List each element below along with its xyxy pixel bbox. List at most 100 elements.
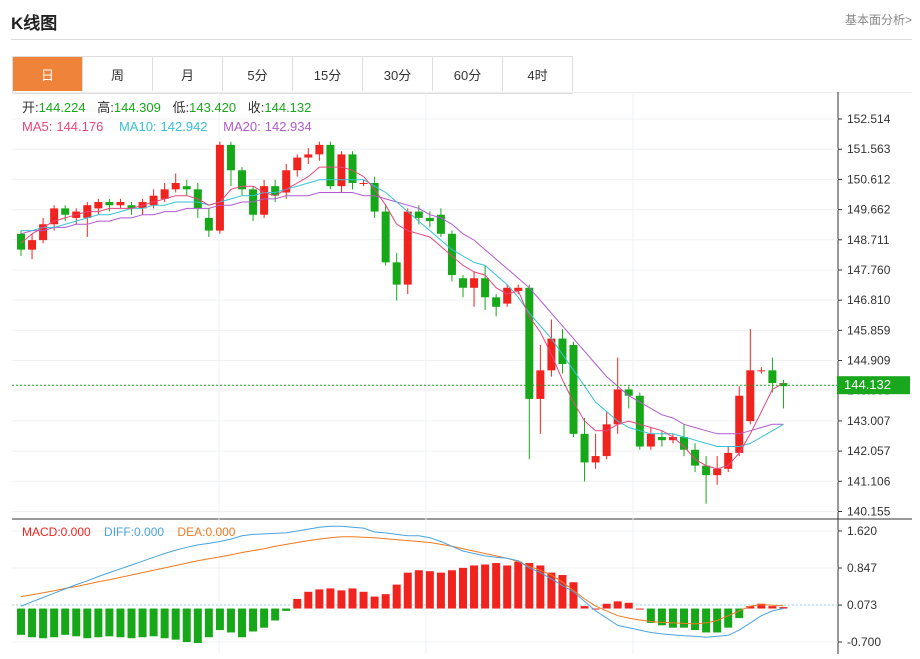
candle-body (260, 186, 269, 215)
candle-body (315, 144, 324, 155)
macd-bar (635, 608, 644, 610)
macd-bar (204, 608, 213, 638)
dea-line (20, 536, 784, 625)
price-tick-label: 142.057 (847, 444, 891, 458)
macd-tick-label: -0.700 (847, 635, 881, 649)
candle-body (271, 186, 280, 196)
ma20-line (20, 192, 784, 435)
macd-bar (127, 608, 136, 639)
candle-body (348, 154, 357, 183)
macd-bar (182, 608, 191, 643)
ma10-line (21, 179, 784, 447)
macd-bar (425, 571, 434, 609)
macd-bar (359, 591, 368, 609)
tab-day[interactable]: 日 (13, 57, 83, 91)
candle-body (481, 278, 490, 298)
price-tick-label: 150.612 (847, 172, 891, 186)
diff-value: 0.000 (134, 525, 164, 539)
candle-body (326, 144, 335, 187)
tab-30min[interactable]: 30分 (363, 57, 433, 91)
macd-bar (779, 607, 788, 609)
high-value: 144.309 (114, 100, 161, 115)
macd-bar (680, 608, 688, 628)
price-tick-label: 147.760 (847, 263, 891, 277)
tab-4hour[interactable]: 4时 (503, 57, 573, 91)
macd-bar (436, 572, 445, 609)
macd-bar (193, 608, 202, 643)
svg-text:MACD:0.000 DIFF:0.000: MACD:0.000 DIFF:0.000 DEA:0.000 (22, 525, 236, 539)
price-tick-label: 146.810 (847, 293, 891, 307)
macd-bar (691, 608, 700, 631)
candle-body (182, 186, 191, 190)
price-tick-label: 140.155 (847, 504, 891, 518)
candle-body (105, 202, 114, 206)
macd-bar (447, 570, 456, 609)
candle-body (735, 395, 744, 453)
macd-bar (326, 588, 335, 609)
candle-body (414, 211, 423, 218)
chart-area[interactable]: 开:144.224 高:144.309 低:143.420 收:144.132 … (12, 91, 912, 654)
tab-60min[interactable]: 60分 (433, 57, 503, 91)
macd-bar (271, 608, 280, 621)
kline-chart-svg[interactable]: 开:144.224 高:144.309 低:143.420 收:144.132 … (12, 91, 912, 654)
price-tick-label: 152.514 (847, 112, 891, 126)
macd-bar (646, 608, 655, 623)
macd-bar (757, 603, 766, 609)
price-tick-label: 143.007 (847, 414, 891, 428)
close-value: 144.132 (264, 100, 311, 115)
diff-label: DIFF: (104, 525, 134, 539)
macd-bar (403, 572, 412, 609)
tab-5min[interactable]: 5分 (223, 57, 293, 91)
tab-month[interactable]: 月 (153, 57, 223, 91)
svg-text:MA5:144.176 MA10:142.942: MA5: 144.176 MA10: 142.942 MA20: 142.934 (22, 119, 312, 134)
macd-tick-label: 0.073 (847, 598, 877, 612)
macd-bar (569, 582, 578, 609)
macd-bar (260, 608, 269, 628)
macd-bar (768, 606, 777, 609)
candle-body (624, 389, 633, 396)
macd-tick-label: 1.620 (847, 524, 877, 538)
price-tick-label: 141.106 (847, 474, 891, 488)
tab-15min[interactable]: 15分 (293, 57, 363, 91)
candle-body (680, 437, 688, 450)
candle-body (591, 456, 600, 463)
macd-bar (149, 608, 158, 637)
price-tick-label: 148.711 (847, 233, 890, 247)
candle-body (470, 278, 479, 288)
candle-body (61, 208, 70, 215)
tab-week[interactable]: 周 (83, 57, 153, 91)
macd-bar (337, 590, 346, 609)
candle-body (536, 370, 545, 399)
macd-bar (459, 567, 467, 609)
candle-body (116, 202, 125, 206)
candle-body (127, 205, 136, 209)
candle-body (293, 157, 302, 171)
candle-body (668, 437, 677, 441)
candle-body (425, 217, 434, 222)
macd-bar (138, 608, 147, 638)
ma5-label: MA5: (22, 119, 52, 134)
macd-bar (547, 572, 556, 609)
low-value: 143.420 (189, 100, 236, 115)
diff-line (20, 525, 784, 638)
macd-bar (17, 608, 25, 635)
price-tick-label: 149.662 (847, 203, 891, 217)
ma5-value: 144.176 (56, 119, 103, 134)
price-tick-label: 151.563 (847, 142, 891, 156)
candle-body (613, 389, 622, 425)
macd-bar (724, 608, 733, 628)
candle-body (691, 449, 700, 466)
last-price-tag-bg (837, 376, 910, 395)
price-tick-label: 144.909 (847, 354, 891, 368)
candle-body (746, 370, 755, 422)
candle-body (94, 202, 103, 209)
macd-bar (72, 608, 81, 637)
fundamental-analysis-link[interactable]: 基本面分析> (844, 13, 912, 27)
macd-bar (249, 608, 258, 632)
macd-bar (702, 608, 711, 633)
candle-body (160, 189, 169, 199)
macd-bar (39, 608, 48, 639)
candle-body (304, 154, 313, 158)
macd-bar (171, 608, 180, 640)
macd-bar (668, 608, 677, 628)
